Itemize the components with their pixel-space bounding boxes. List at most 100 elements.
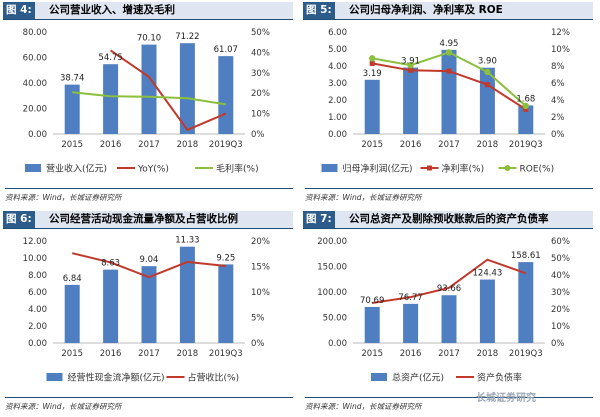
- bar: [103, 269, 119, 343]
- y-right-tick-label: 0%: [551, 339, 565, 349]
- bar: [141, 266, 157, 343]
- bar-value-label: 61.07: [214, 45, 238, 55]
- legend-label: 净利率(%): [442, 163, 485, 175]
- legend-marker: [504, 165, 511, 171]
- legend-label: YoY(%): [137, 165, 169, 175]
- legend-bar-swatch: [46, 373, 63, 381]
- line-marker: [484, 82, 490, 88]
- bar-value-label: 158.61: [511, 251, 541, 261]
- legend-marker: [427, 165, 432, 171]
- x-tick-label: 2017: [138, 140, 160, 150]
- x-tick-label: 2015: [61, 140, 83, 150]
- source-note: 资料来源：Wind，长城证券研究所: [305, 193, 422, 202]
- series-line: [372, 258, 527, 304]
- line-marker: [523, 106, 529, 112]
- chart-title: 公司总资产及剔除预收账款后的资产负债率: [349, 213, 549, 225]
- bar-value-label: 3.91: [401, 57, 420, 67]
- legend-label: 经营性现金流净额(亿元): [68, 372, 165, 384]
- y-right-tick-label: 10%: [551, 322, 570, 332]
- y-right-tick-label: 10%: [251, 110, 270, 120]
- bar: [364, 79, 380, 134]
- y-left-tick-label: 4.00: [328, 62, 347, 72]
- source-divider: [5, 188, 293, 189]
- bar-value-label: 3.19: [363, 69, 382, 79]
- legend-label: 毛利率(%): [216, 163, 259, 175]
- x-tick-label: 2019Q3: [509, 349, 543, 359]
- cashflow-chart: 0.00 2.00 4.00 6.00 8.00 10.00 12.00 0% 5% 10% 15%…: [23, 236, 270, 384]
- source-divider: [305, 188, 593, 189]
- bar-value-label: 54.75: [98, 53, 122, 63]
- chart-header: 图 5: 公司归母净利润、净利率及 ROE: [303, 2, 593, 20]
- line-marker: [446, 68, 452, 74]
- legend-bar-swatch: [25, 164, 41, 172]
- y-right-tick-label: 30%: [551, 288, 570, 298]
- bar: [141, 44, 157, 134]
- x-tick-label: 2017: [438, 349, 460, 359]
- bar-value-label: 124.43: [473, 269, 503, 279]
- x-tick-label: 2015: [361, 140, 383, 150]
- y-right-tick-label: 20%: [251, 237, 270, 247]
- series-line: [71, 252, 226, 279]
- series-line: [110, 49, 227, 132]
- line-marker: [369, 55, 376, 62]
- y-right-tick-label: 10%: [251, 288, 270, 298]
- line-marker: [408, 67, 414, 73]
- bar: [518, 262, 534, 343]
- y-right-tick-label: 20%: [251, 89, 270, 99]
- y-left-tick-label: 0.00: [328, 339, 347, 349]
- line-marker: [445, 49, 453, 56]
- x-tick-label: 2016: [400, 349, 422, 359]
- y-left-tick-label: 150.00: [317, 263, 347, 273]
- line-marker: [484, 68, 491, 76]
- y-left-tick-label: 0.00: [28, 130, 47, 140]
- legend-label: 归母净利润(亿元): [343, 163, 413, 175]
- y-right-tick-label: 60%: [551, 237, 570, 247]
- legend-label: 总资产(亿元): [392, 372, 444, 384]
- x-tick-label: 2018: [477, 140, 499, 150]
- y-right-tick-label: 30%: [251, 69, 270, 79]
- x-tick-label: 2018: [477, 349, 499, 359]
- y-left-tick-label: 2.00: [28, 322, 47, 332]
- y-left-tick-label: 40.00: [23, 79, 47, 89]
- bar-value-label: 1.68: [516, 94, 535, 104]
- bar: [364, 306, 380, 343]
- figure-label: 图 4:: [3, 2, 35, 19]
- bar: [179, 43, 195, 134]
- line-marker: [407, 61, 414, 69]
- x-tick-label: 2015: [61, 349, 83, 359]
- bar-value-label: 9.04: [140, 255, 159, 265]
- figure-label: 图 6:: [3, 211, 35, 228]
- source-divider: [5, 397, 293, 398]
- y-left-tick-label: 200.00: [317, 237, 347, 247]
- y-left-tick-label: 2.00: [328, 96, 347, 106]
- bar: [441, 49, 457, 134]
- legend-bar-swatch: [321, 164, 338, 172]
- chart-title: 公司营业收入、增速及毛利: [49, 4, 175, 16]
- chart-title: 公司归母净利润、净利率及 ROE: [349, 4, 503, 16]
- line-marker: [522, 102, 529, 110]
- x-tick-label: 2018: [177, 349, 199, 359]
- bar-value-label: 9.25: [216, 253, 235, 263]
- x-tick-label: 2017: [138, 349, 160, 359]
- bar-value-label: 70.10: [137, 34, 161, 44]
- y-right-tick-label: 8%: [551, 62, 565, 72]
- x-tick-label: 2017: [438, 140, 460, 150]
- watermark: 长城证券研究: [476, 393, 536, 404]
- bar-value-label: 93.66: [437, 284, 461, 294]
- bar: [64, 284, 80, 343]
- bar-value-label: 4.95: [440, 39, 459, 49]
- bar-value-label: 8.63: [101, 259, 120, 269]
- bar: [64, 84, 80, 134]
- assets-chart-panel: 图 7: 公司总资产及剔除预收账款后的资产负债率 0.00 50.00 100.00…: [303, 211, 597, 415]
- y-right-tick-label: 40%: [251, 48, 270, 58]
- y-right-tick-label: 40%: [551, 271, 570, 281]
- y-left-tick-label: 80.00: [23, 28, 47, 38]
- x-tick-label: 2016: [100, 140, 122, 150]
- y-right-tick-label: 20%: [551, 305, 570, 315]
- y-right-tick-label: 15%: [251, 263, 270, 273]
- revenue-chart: 0.00 20.00 40.00 60.00 80.00 0% 10% 20% 30% 40% 50…: [23, 28, 270, 175]
- y-left-tick-label: 8.00: [28, 271, 47, 281]
- x-tick-label: 2015: [361, 349, 383, 359]
- x-tick-label: 2018: [177, 140, 199, 150]
- chart-header: 图 6: 公司经营活动现金流量净额及占营收比例: [3, 211, 293, 229]
